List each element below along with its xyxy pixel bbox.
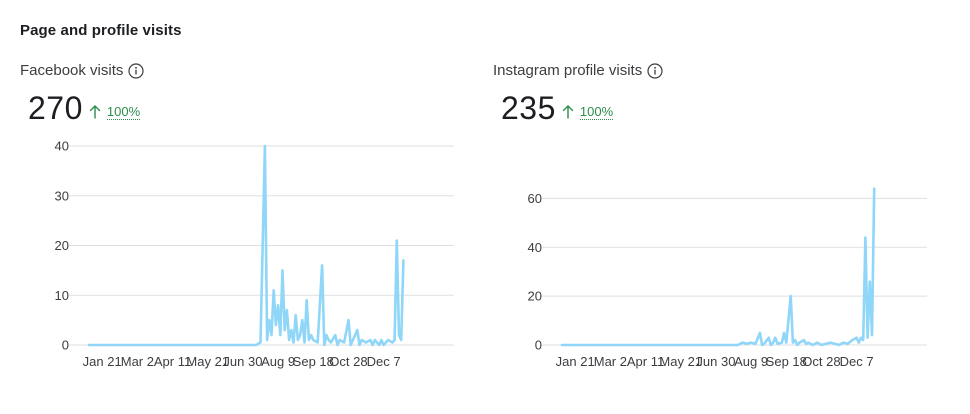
instagram-visits-label-row: Instagram profile visits bbox=[493, 62, 663, 79]
instagram-visits-metric: 235 100% bbox=[501, 90, 614, 127]
facebook-x-tick-label: May 21 bbox=[186, 354, 229, 369]
facebook-x-tick-label: Apr 11 bbox=[154, 354, 191, 369]
facebook-visits-label-row: Facebook visits bbox=[20, 62, 144, 79]
facebook-x-tick-label: Dec 7 bbox=[367, 354, 401, 369]
info-icon[interactable] bbox=[647, 62, 663, 79]
instagram-x-tick-label: Oct 28 bbox=[802, 354, 840, 369]
instagram-y-tick-label: 0 bbox=[535, 338, 542, 353]
facebook-x-tick-label: Mar 2 bbox=[121, 354, 154, 369]
section-title: Page and profile visits bbox=[20, 22, 182, 39]
instagram-x-tick-label: Apr 11 bbox=[627, 354, 664, 369]
instagram-x-tick-label: Jun 30 bbox=[696, 354, 735, 369]
facebook-visits-change-percent[interactable]: 100% bbox=[106, 103, 141, 120]
facebook-visits-value: 270 bbox=[28, 90, 83, 126]
instagram-visits-panel: Instagram profile visits 235 100% 0 20 40 6… bbox=[473, 58, 933, 388]
instagram-y-tick-label: 40 bbox=[528, 240, 542, 255]
instagram-visits-change-percent[interactable]: 100% bbox=[579, 103, 614, 120]
info-icon[interactable] bbox=[128, 62, 144, 79]
instagram-y-tick-label: 60 bbox=[528, 191, 542, 206]
facebook-visits-panel: Facebook visits 270 100% 0 10 20 30 40 Jan 21… bbox=[0, 58, 460, 388]
facebook-visits-metric: 270 100% bbox=[28, 90, 141, 127]
instagram-x-tick-label: Sep 18 bbox=[766, 354, 807, 369]
arrow-up-icon bbox=[562, 105, 574, 119]
instagram-x-tick-label: Dec 7 bbox=[840, 354, 874, 369]
instagram-x-tick-label: Jan 21 bbox=[556, 354, 595, 369]
facebook-y-tick-label: 40 bbox=[55, 139, 69, 154]
instagram-x-tick-label: Mar 2 bbox=[594, 354, 627, 369]
facebook-y-tick-label: 10 bbox=[55, 288, 69, 303]
instagram-visits-label: Instagram profile visits bbox=[493, 62, 643, 79]
instagram-visits-series-line bbox=[560, 187, 876, 347]
facebook-x-tick-label: Aug 9 bbox=[261, 354, 295, 369]
instagram-visits-change: 100% bbox=[562, 103, 614, 120]
instagram-x-tick-label: Aug 9 bbox=[734, 354, 768, 369]
instagram-y-tick-label: 20 bbox=[528, 289, 542, 304]
facebook-x-tick-label: Jan 21 bbox=[83, 354, 122, 369]
facebook-y-tick-label: 30 bbox=[55, 188, 69, 203]
facebook-x-tick-label: Sep 18 bbox=[293, 354, 334, 369]
facebook-x-tick-label: Jun 30 bbox=[223, 354, 262, 369]
instagram-x-tick-label: May 21 bbox=[659, 354, 702, 369]
instagram-visits-value: 235 bbox=[501, 90, 556, 126]
facebook-x-tick-label: Oct 28 bbox=[329, 354, 367, 369]
facebook-y-tick-label: 20 bbox=[55, 238, 69, 253]
facebook-visits-change: 100% bbox=[89, 103, 141, 120]
facebook-visits-series-line bbox=[87, 144, 405, 347]
facebook-y-tick-label: 0 bbox=[62, 338, 69, 353]
arrow-up-icon bbox=[89, 105, 101, 119]
facebook-visits-label: Facebook visits bbox=[20, 62, 124, 79]
